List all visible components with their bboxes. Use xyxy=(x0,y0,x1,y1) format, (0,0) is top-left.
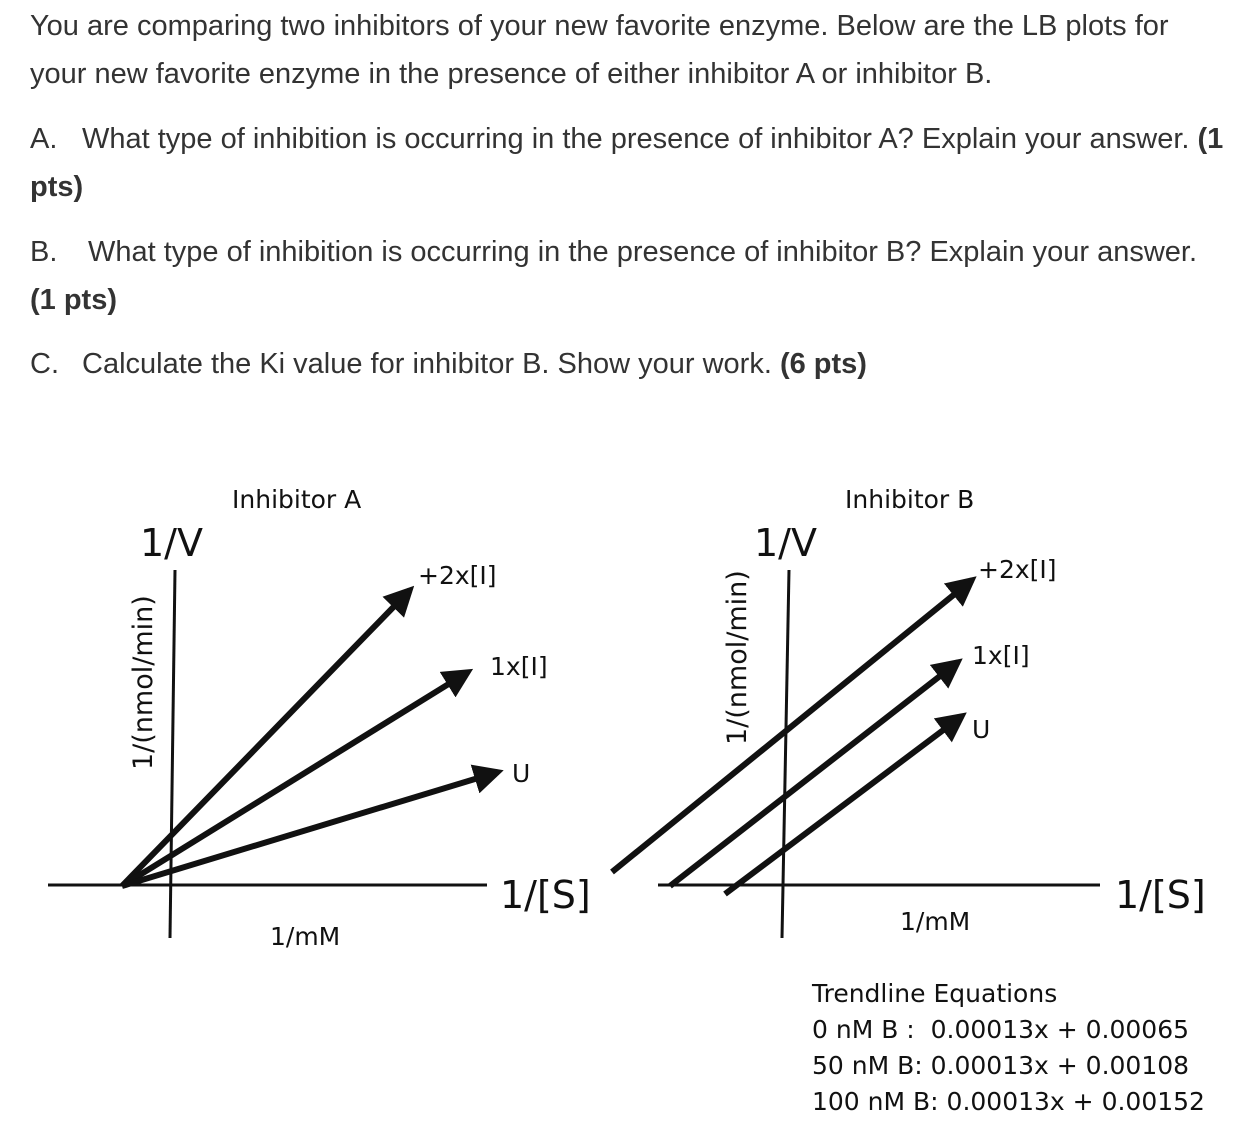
plot-b-x-unit: 1/mM xyxy=(900,907,970,936)
trendline-heading: Trendline Equations xyxy=(812,979,1058,1008)
question-a-points: (1 pts) xyxy=(30,123,1224,203)
plot-b-y-unit: 1/(nmol/min) xyxy=(722,570,753,745)
plot-a-x-symbol: 1/[S] xyxy=(500,873,591,917)
plot-b: Inhibitor B 1/V 1/(nmol/min) 1/[S] 1/mM … xyxy=(610,485,1206,939)
intro-text: You are comparing two inhibitors of your… xyxy=(30,10,1169,90)
plot-a-line-u xyxy=(121,764,504,889)
plot-b-title: Inhibitor B xyxy=(845,485,974,514)
plot-a-line-1x xyxy=(120,668,474,889)
plot-b-x-symbol: 1/[S] xyxy=(1115,873,1206,917)
question-a-text: What type of inhibition is occurring in … xyxy=(82,123,1190,155)
plot-b-y-symbol: 1/V xyxy=(754,521,817,565)
plot-a-x-unit: 1/mM xyxy=(270,922,340,951)
plot-b-line-u xyxy=(723,712,967,897)
trendline-equation-0nm: 0 nM B : 0.00013x + 0.00065 xyxy=(812,1015,1190,1044)
plot-a-label-1x: 1x[I] xyxy=(490,652,548,681)
question-a: A. What type of inhibition is occurring i… xyxy=(30,115,1230,211)
question-c-points: (6 pts) xyxy=(779,348,867,380)
plot-a: Inhibitor A 1/V 1/(nmol/min) 1/[S] 1/mM … xyxy=(48,485,591,951)
plot-b-line-1x xyxy=(668,658,963,889)
trendline-equation-50nm: 50 nM B: 0.00013x + 0.00108 xyxy=(812,1051,1190,1080)
question-b-text: What type of inhibition is occurring in … xyxy=(88,236,1198,268)
plot-a-line-2x xyxy=(119,585,415,889)
question-c-text: Calculate the Ki value for inhibitor B. … xyxy=(82,348,772,380)
plot-a-label-u: U xyxy=(512,759,530,788)
plot-a-title: Inhibitor A xyxy=(232,485,361,514)
plot-b-label-u: U xyxy=(972,715,990,744)
lb-plots-figure: Inhibitor A 1/V 1/(nmol/min) 1/[S] 1/mM … xyxy=(48,485,1206,951)
question-b-points: (1 pts) xyxy=(30,284,117,316)
plot-b-y-axis xyxy=(780,569,791,939)
plot-a-y-axis xyxy=(168,569,177,939)
question-b-letter: B. xyxy=(30,236,58,268)
trendline-equations: Trendline Equations 0 nM B : 0.00013x + … xyxy=(812,976,1205,1120)
plot-a-label-2x: +2x[I] xyxy=(418,561,497,590)
question-c: C. Calculate the Ki value for inhibitor B… xyxy=(30,340,1230,388)
plot-b-line-2x xyxy=(610,576,977,875)
trendline-equation-100nm: 100 nM B: 0.00013x + 0.00152 xyxy=(812,1087,1205,1116)
plot-a-y-unit: 1/(nmol/min) xyxy=(128,595,159,770)
question-a-letter: A. xyxy=(30,123,58,155)
question-b: B. What type of inhibition is occurring i… xyxy=(30,228,1230,324)
question-c-letter: C. xyxy=(30,348,59,380)
plot-a-y-symbol: 1/V xyxy=(140,521,203,565)
plot-b-label-1x: 1x[I] xyxy=(972,641,1030,670)
plot-b-label-2x: +2x[I] xyxy=(978,555,1057,584)
